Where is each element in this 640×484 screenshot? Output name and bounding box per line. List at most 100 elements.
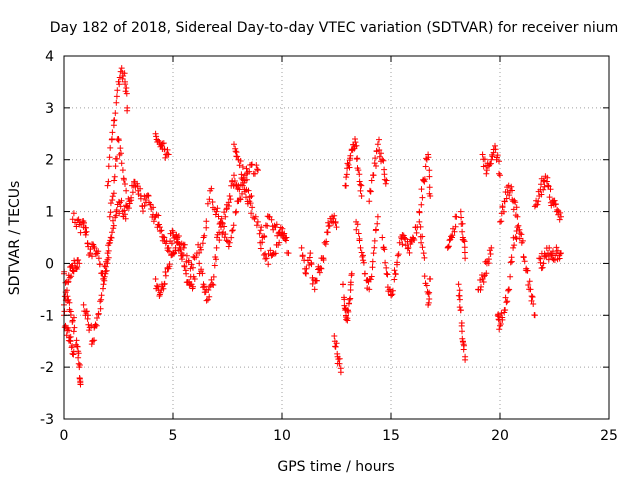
data-point (416, 209, 423, 216)
data-point (272, 250, 279, 257)
data-point (193, 254, 200, 261)
data-point (222, 231, 229, 238)
data-point (71, 324, 78, 331)
data-point (106, 213, 113, 220)
data-point (247, 200, 254, 207)
data-point (87, 246, 94, 253)
data-point (116, 210, 123, 217)
data-point (511, 242, 518, 249)
data-point (518, 231, 525, 238)
data-point (180, 244, 187, 251)
data-point (525, 282, 532, 288)
data-point (502, 294, 509, 301)
data-point (122, 211, 128, 218)
data-point (527, 286, 534, 293)
data-point (123, 187, 130, 194)
data-point (109, 129, 116, 136)
data-point (248, 193, 255, 199)
data-point (367, 188, 374, 195)
plot-frame (63, 55, 610, 420)
data-point (456, 304, 463, 311)
data-point (521, 258, 528, 265)
data-point (252, 213, 259, 220)
data-point (481, 156, 488, 163)
data-point (347, 279, 354, 286)
data-point (383, 177, 390, 184)
data-point (460, 237, 467, 244)
grid-lines (64, 56, 609, 419)
data-point (214, 205, 221, 212)
data-point (535, 198, 542, 205)
data-point (346, 157, 353, 164)
data-point (324, 229, 331, 236)
data-point (155, 137, 162, 144)
data-point (456, 287, 463, 294)
data-point (198, 266, 205, 273)
data-point (105, 254, 112, 261)
data-point (448, 233, 454, 240)
data-point (181, 263, 188, 270)
data-point (347, 295, 354, 302)
data-point (543, 253, 550, 260)
data-point (69, 317, 76, 324)
data-point (157, 289, 164, 296)
data-point (69, 343, 76, 349)
data-point (117, 145, 124, 152)
data-point (426, 167, 433, 174)
data-point (261, 233, 268, 240)
data-point (346, 296, 353, 303)
data-point (203, 224, 210, 231)
data-point (340, 281, 346, 288)
data-point (64, 293, 71, 300)
data-point (343, 316, 350, 323)
data-point (445, 244, 452, 250)
data-point (558, 250, 564, 257)
data-point (85, 321, 92, 328)
data-points (61, 65, 564, 388)
data-point (417, 223, 424, 230)
data-point (557, 209, 564, 216)
data-point (488, 156, 495, 163)
data-point (299, 252, 306, 259)
data-point (216, 229, 223, 236)
data-point (238, 171, 245, 178)
data-point (137, 195, 144, 202)
data-point (353, 142, 360, 149)
data-point (551, 197, 558, 204)
data-point (503, 195, 510, 202)
data-point (534, 201, 541, 208)
data-point (91, 244, 98, 251)
data-point (307, 250, 314, 257)
data-point (495, 313, 502, 320)
data-point (118, 150, 124, 157)
data-point (109, 197, 116, 203)
data-point (499, 316, 506, 323)
data-point (548, 202, 555, 209)
data-point (110, 190, 117, 197)
data-point (545, 182, 551, 189)
data-point (243, 165, 250, 172)
data-point (421, 254, 428, 261)
data-point (552, 201, 559, 207)
data-point (222, 213, 229, 220)
data-point (156, 221, 162, 228)
data-point (112, 110, 119, 117)
data-point (458, 320, 465, 326)
data-point (399, 241, 406, 248)
data-point (426, 289, 433, 296)
data-point (253, 162, 260, 169)
data-point (187, 265, 194, 272)
data-point (553, 244, 560, 251)
data-point (109, 136, 115, 142)
data-point (188, 261, 195, 268)
data-point (232, 209, 239, 216)
data-point (498, 310, 505, 317)
data-point (537, 255, 544, 262)
data-point (343, 182, 349, 189)
data-point (499, 204, 506, 211)
data-point (221, 234, 228, 241)
data-point (373, 163, 379, 169)
data-point (175, 233, 182, 239)
data-point (225, 243, 232, 250)
data-point (116, 81, 123, 88)
